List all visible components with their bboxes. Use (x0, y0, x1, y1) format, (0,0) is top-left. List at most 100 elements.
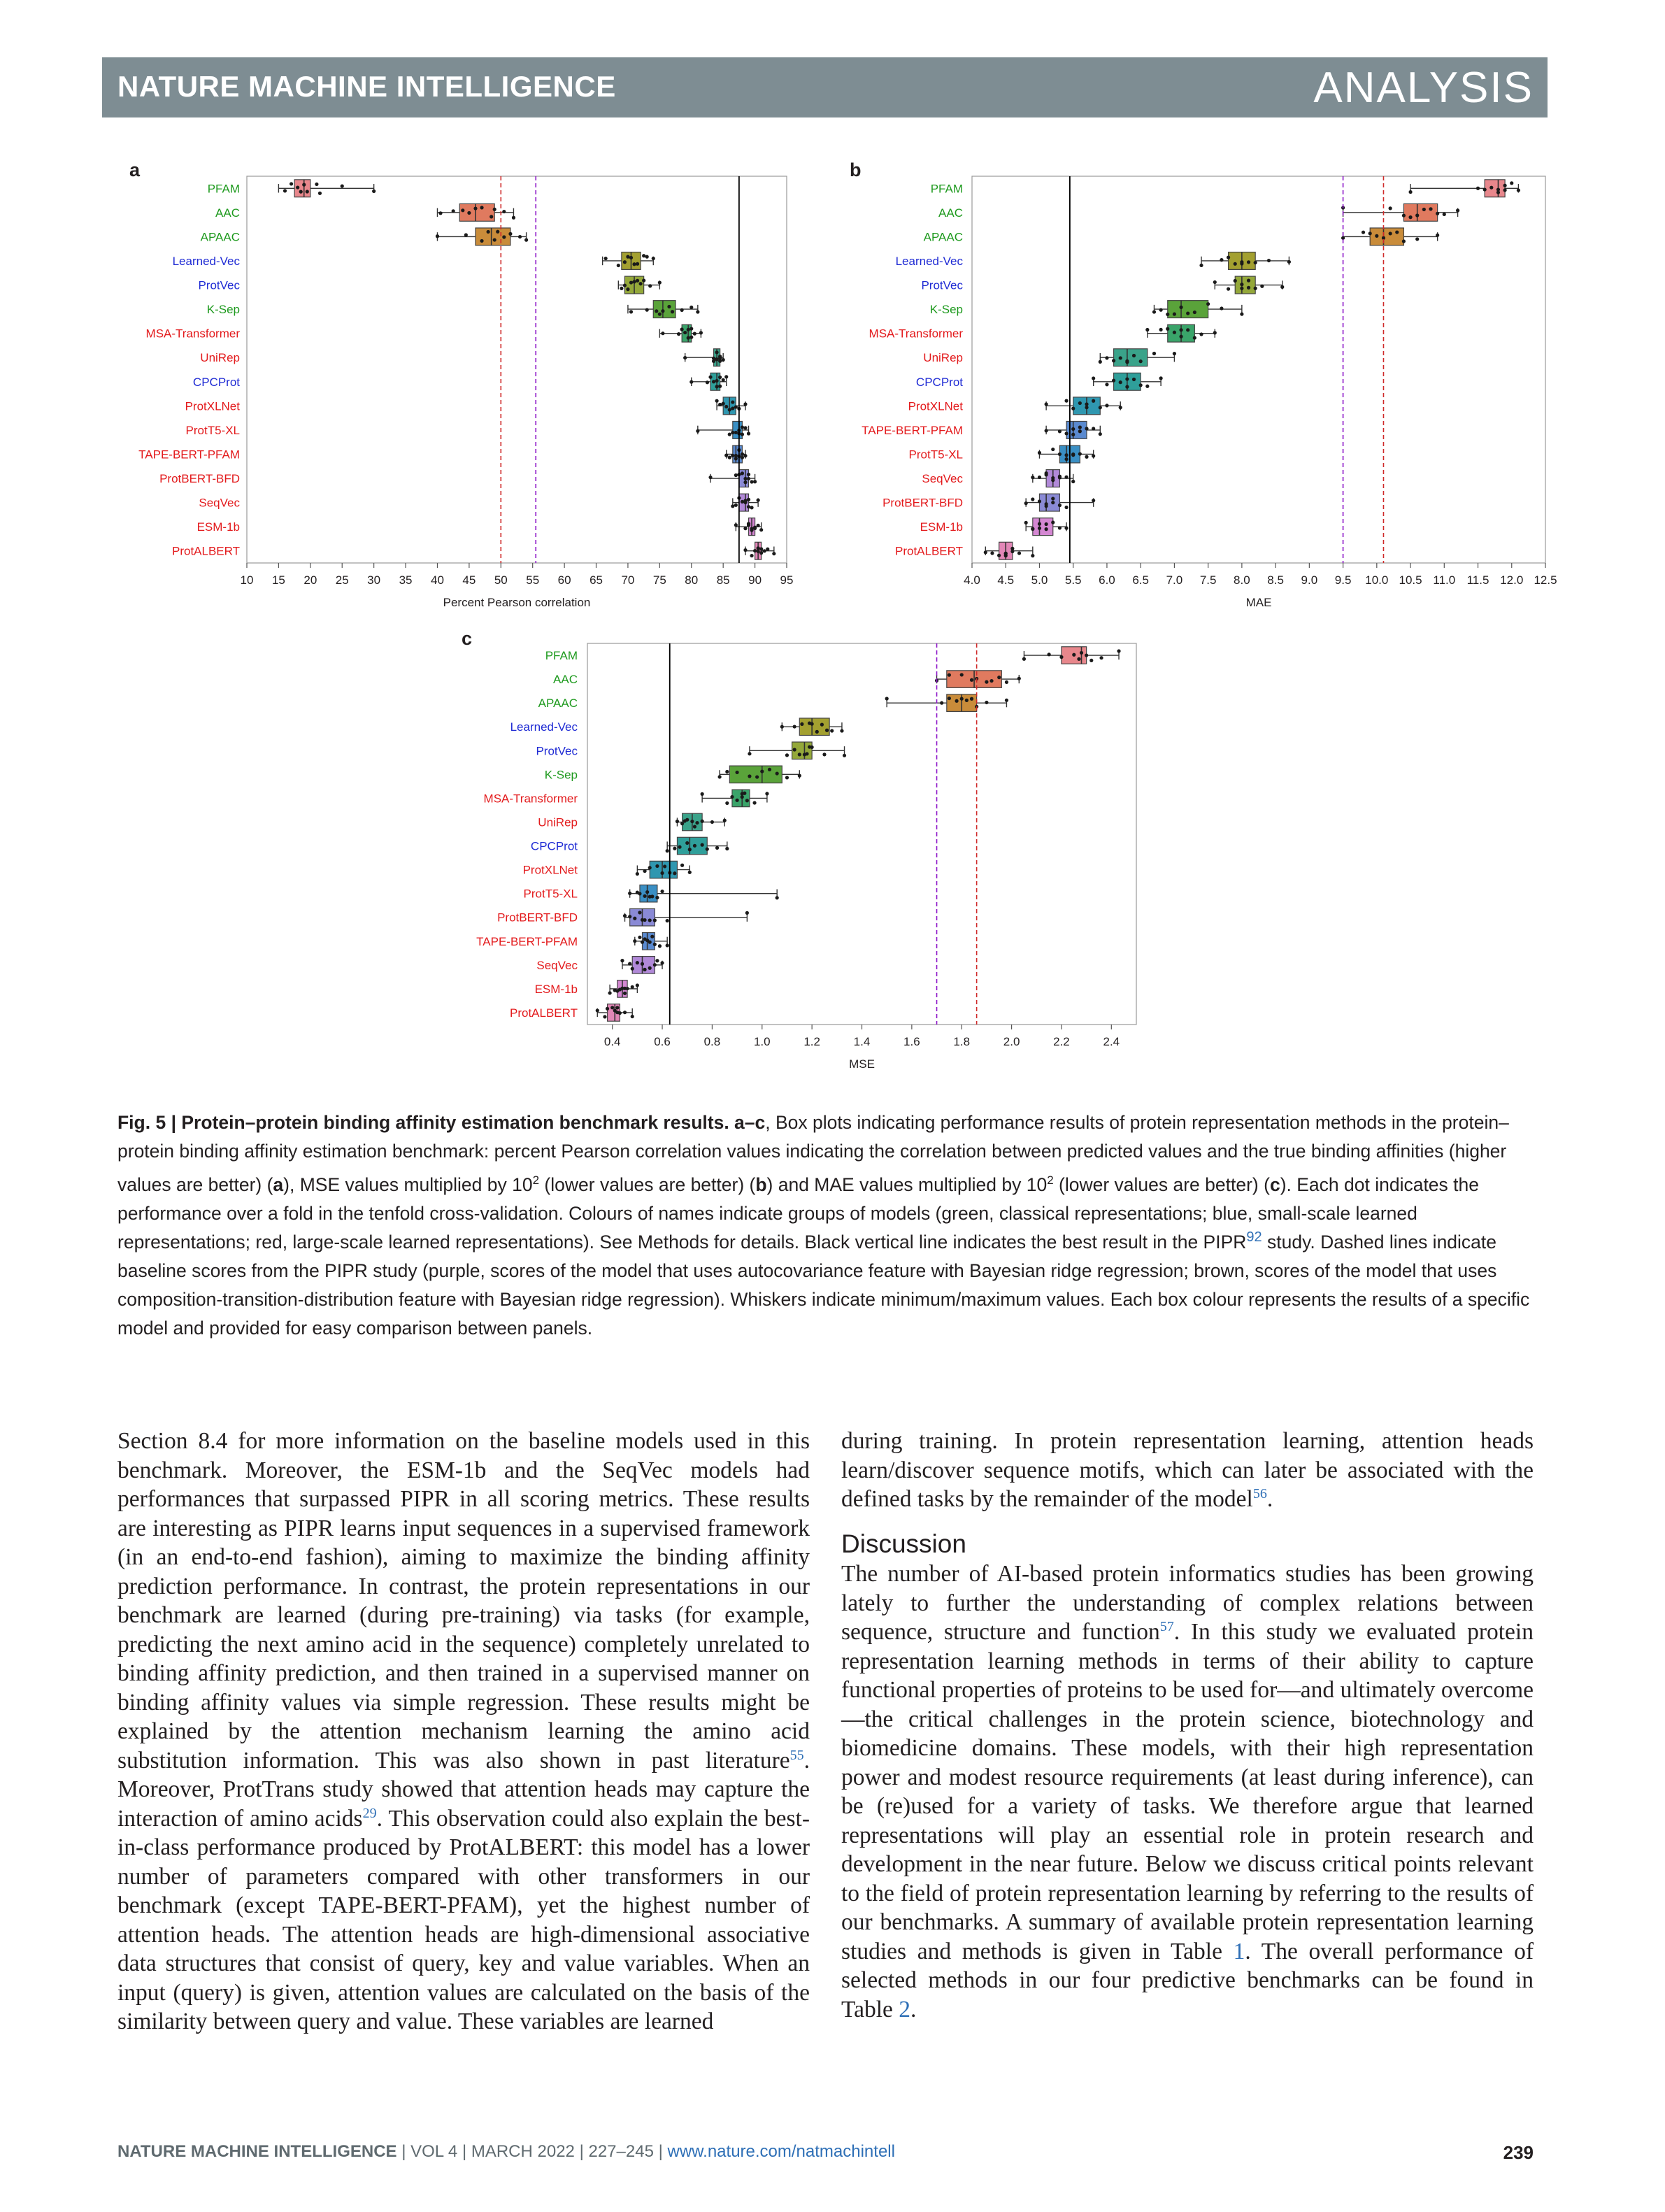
fold-point (451, 209, 455, 213)
fold-point (724, 453, 729, 457)
model-label: MSA-Transformer (869, 327, 964, 341)
fold-point (1246, 278, 1251, 283)
fold-point (1226, 255, 1231, 259)
fold-point (822, 752, 827, 757)
box (652, 300, 676, 319)
fold-point (735, 770, 739, 775)
box (649, 860, 678, 879)
box (1234, 276, 1256, 294)
fold-point (759, 547, 764, 551)
fold-point (1246, 285, 1251, 290)
fold-point (1475, 186, 1480, 190)
model-label: ProtXLNet (523, 864, 578, 877)
footer-url-link[interactable]: www.nature.com/natmachintell (667, 2142, 895, 2161)
table-2-link[interactable]: 2 (899, 1996, 911, 2022)
fold-point (1172, 352, 1177, 356)
fold-point (511, 215, 516, 220)
fold-point (642, 278, 646, 283)
body-column-right: during training. In protein representati… (841, 1427, 1534, 2024)
fold-point (964, 698, 969, 702)
fold-point (665, 849, 669, 853)
fold-point (1057, 526, 1062, 530)
fold-point (650, 894, 655, 899)
fold-point (1037, 450, 1042, 455)
model-label: ESM-1b (535, 983, 578, 996)
model-label: SeqVec (536, 959, 578, 972)
plot-frame-c (587, 643, 1137, 1025)
citation-29[interactable]: 29 (362, 1805, 377, 1821)
citation-57[interactable]: 57 (1159, 1618, 1174, 1634)
fold-point (625, 986, 629, 991)
fold-point (1442, 212, 1446, 217)
fold-point (492, 238, 496, 242)
fold-point (667, 304, 671, 309)
fold-point (1159, 308, 1163, 312)
table-1-link[interactable]: 1 (1233, 1938, 1245, 1964)
fold-point (496, 229, 500, 234)
x-tick-label: 35 (399, 573, 413, 587)
fold-point (1503, 188, 1507, 192)
fold-point (1131, 377, 1136, 382)
fold-point (955, 699, 959, 703)
fold-point (648, 918, 652, 922)
fold-point (731, 406, 735, 411)
fold-point (1024, 501, 1028, 506)
fold-point (1422, 207, 1426, 212)
fold-point (985, 680, 989, 684)
fold-point (652, 918, 657, 922)
fold-point (740, 452, 745, 456)
caption-citation-92[interactable]: 92 (1246, 1229, 1262, 1245)
fold-point (718, 359, 722, 363)
fold-point (661, 309, 665, 313)
fold-point (805, 752, 809, 756)
fold-point (652, 963, 657, 967)
fold-point (731, 400, 735, 404)
fold-point (657, 280, 662, 285)
fold-point (635, 871, 639, 876)
fold-point (1199, 332, 1203, 336)
fold-point (959, 673, 964, 677)
model-label: K-Sep (207, 303, 240, 316)
fold-point (648, 966, 652, 970)
fold-point (1010, 546, 1015, 550)
fold-point (673, 846, 677, 850)
fold-point (638, 911, 642, 915)
fold-point (1057, 429, 1062, 434)
fold-point (317, 191, 322, 195)
fold-point (1287, 259, 1292, 264)
fold-point (1408, 215, 1413, 220)
fold-point (705, 380, 710, 385)
fold-point (800, 722, 804, 726)
fold-point (620, 959, 624, 963)
fold-point (780, 725, 784, 729)
caption-text-1: , Box plots indicating performance resul… (117, 1112, 1509, 1195)
model-label: ESM-1b (920, 520, 963, 534)
caption-ref-a: a (273, 1173, 284, 1195)
x-tick-label: 0.8 (704, 1035, 721, 1048)
fold-point (1017, 676, 1021, 680)
citation-56[interactable]: 56 (1252, 1485, 1267, 1501)
x-axis-title-a: Percent Pearson correlation (443, 596, 591, 608)
fold-point (1118, 380, 1122, 385)
x-tick-label: 7.0 (1166, 573, 1183, 587)
fold-point (486, 229, 490, 234)
x-tick-label: 75 (653, 573, 666, 587)
fold-point (743, 426, 748, 430)
fold-point (680, 863, 685, 867)
fold-point (692, 331, 696, 336)
fold-point (1037, 522, 1042, 526)
citation-55[interactable]: 55 (789, 1747, 804, 1763)
fold-point (1064, 399, 1069, 403)
box (729, 765, 783, 784)
fold-point (663, 864, 667, 869)
model-label: PFAM (208, 182, 240, 195)
fold-point (746, 497, 751, 501)
fold-point (745, 799, 749, 803)
fold-point (734, 405, 738, 409)
fold-point (638, 935, 642, 939)
x-tick-label: 20 (303, 573, 317, 587)
fold-point (605, 1006, 610, 1011)
fold-point (731, 453, 735, 458)
model-label: APAAC (924, 230, 963, 243)
fold-point (1078, 425, 1082, 429)
